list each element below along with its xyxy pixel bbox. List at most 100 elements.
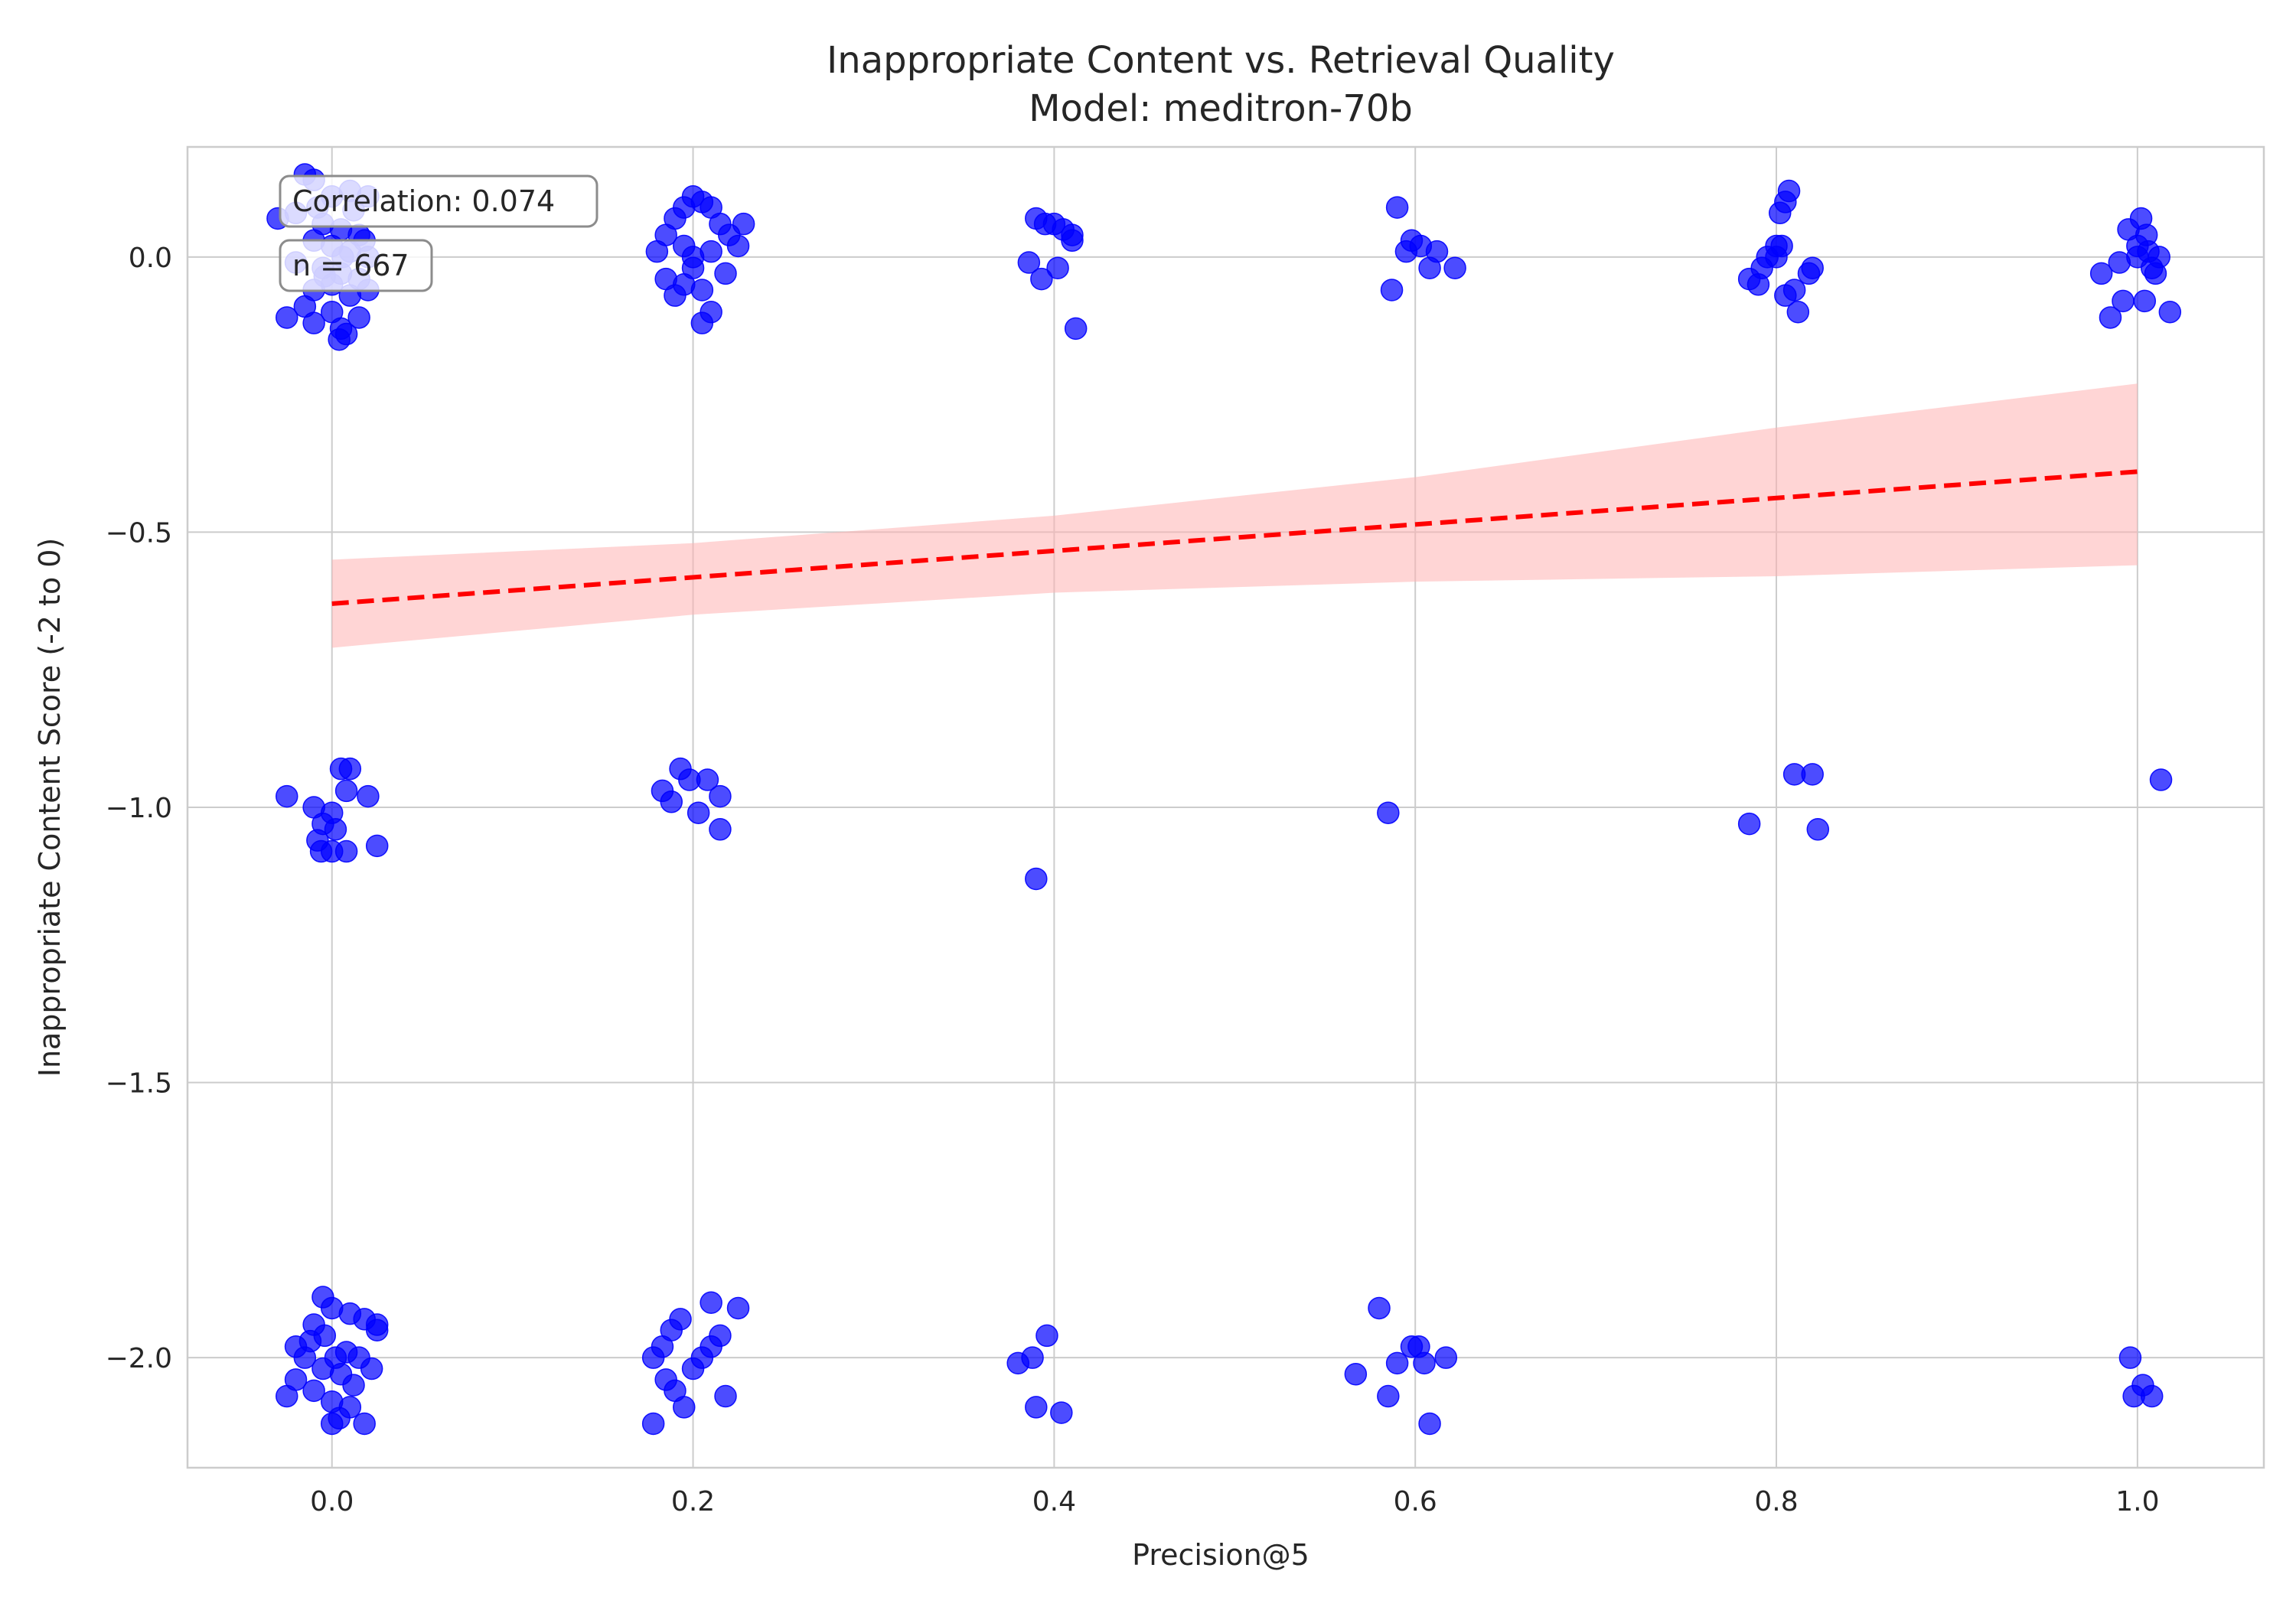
data-point	[1425, 240, 1449, 263]
data-point	[1046, 256, 1069, 279]
data-point	[334, 322, 358, 346]
y-tick-label: −0.5	[106, 517, 172, 549]
data-point	[357, 784, 380, 808]
x-tick-label: 0.2	[671, 1486, 715, 1517]
data-point	[709, 784, 732, 808]
x-axis-label: Precision@5	[1132, 1538, 1309, 1572]
data-point	[1418, 1412, 1441, 1436]
correlation-text: Correlation: 0.074	[292, 184, 555, 218]
data-point	[690, 311, 714, 334]
data-point	[1385, 196, 1409, 219]
data-point	[2089, 262, 2113, 285]
data-point	[284, 1368, 308, 1391]
data-point	[1017, 251, 1041, 274]
data-point	[1035, 1324, 1058, 1348]
x-tick-label: 0.8	[1754, 1486, 1798, 1517]
data-point	[1806, 818, 1830, 841]
data-point	[726, 234, 750, 258]
plot-frame	[186, 145, 2265, 1469]
data-point	[1413, 1351, 1436, 1375]
data-point	[641, 1412, 665, 1436]
data-point	[313, 1324, 337, 1348]
data-point	[2133, 289, 2157, 313]
data-point	[1377, 1384, 1400, 1408]
data-point	[1025, 1396, 1048, 1419]
x-tick-labels: 0.0 0.2 0.4 0.6 0.8 1.0	[310, 1486, 2159, 1517]
data-point	[700, 1291, 722, 1314]
sample-size-box	[279, 239, 433, 292]
data-point	[1064, 317, 1088, 341]
data-point	[302, 1379, 325, 1403]
data-point	[365, 834, 389, 858]
y-tick-labels: 0.0 −0.5 −1.0 −1.5 −2.0	[106, 243, 172, 1374]
data-point	[687, 801, 710, 824]
data-point	[1368, 1296, 1391, 1320]
data-point	[302, 311, 325, 334]
data-point	[696, 768, 719, 791]
data-point	[1050, 1401, 1073, 1424]
data-point	[732, 212, 755, 236]
data-point	[1385, 1351, 1409, 1375]
data-point	[709, 1324, 732, 1348]
data-point	[673, 1396, 696, 1419]
data-point	[320, 301, 344, 324]
data-point	[1782, 279, 1806, 302]
x-tick-label: 0.6	[1394, 1486, 1437, 1517]
data-point	[709, 818, 732, 841]
data-point	[726, 1296, 750, 1320]
data-point	[1801, 256, 1824, 279]
data-point	[2137, 240, 2160, 263]
data-point	[324, 1346, 347, 1369]
data-point	[2158, 301, 2182, 324]
data-point	[360, 1357, 383, 1380]
data-point	[669, 1308, 692, 1331]
data-point	[2149, 768, 2173, 791]
x-tick-label: 1.0	[2115, 1486, 2159, 1517]
data-point	[1061, 223, 1084, 246]
data-point	[673, 234, 696, 258]
y-tick-label: 0.0	[129, 243, 172, 274]
data-point	[347, 306, 370, 329]
data-point	[1737, 812, 1761, 836]
data-point	[700, 240, 722, 263]
correlation-box	[279, 174, 598, 228]
y-tick-label: −1.5	[106, 1068, 172, 1100]
chart-subtitle: Model: meditron-70b	[1029, 87, 1413, 130]
data-point	[1786, 301, 1810, 324]
data-point	[334, 779, 358, 803]
data-point	[1344, 1362, 1368, 1386]
data-point	[338, 757, 362, 781]
data-point	[690, 279, 714, 302]
data-point	[2112, 289, 2135, 313]
sample-size-text: n = 667	[292, 249, 409, 282]
data-point	[1434, 1346, 1458, 1369]
data-point	[1801, 763, 1824, 786]
data-point	[1380, 279, 1404, 302]
plot-area	[186, 145, 2265, 1469]
data-point	[353, 1412, 376, 1436]
data-point	[660, 790, 683, 813]
y-tick-label: −2.0	[106, 1343, 172, 1374]
data-point	[1377, 801, 1400, 824]
data-point	[365, 1319, 389, 1341]
confidence-band	[331, 383, 2138, 648]
data-point	[324, 818, 347, 841]
data-point	[1770, 234, 1793, 258]
data-point	[334, 839, 358, 863]
data-point	[2140, 1384, 2164, 1408]
data-point	[1443, 256, 1466, 279]
data-point	[714, 262, 737, 285]
data-point	[328, 1407, 351, 1430]
data-point	[1777, 179, 1801, 203]
y-tick-label: −1.0	[106, 793, 172, 824]
data-point	[1021, 1346, 1044, 1369]
data-point	[2099, 306, 2122, 329]
x-tick-label: 0.0	[310, 1486, 354, 1517]
data-point	[276, 306, 298, 329]
y-axis-label: Inappropriate Content Score (-2 to 0)	[33, 538, 67, 1077]
correlation-annotation: Correlation: 0.074	[279, 174, 598, 228]
confidence-band-layer	[331, 383, 2138, 648]
data-point	[681, 256, 705, 279]
sample-size-annotation: n = 667	[279, 239, 433, 292]
